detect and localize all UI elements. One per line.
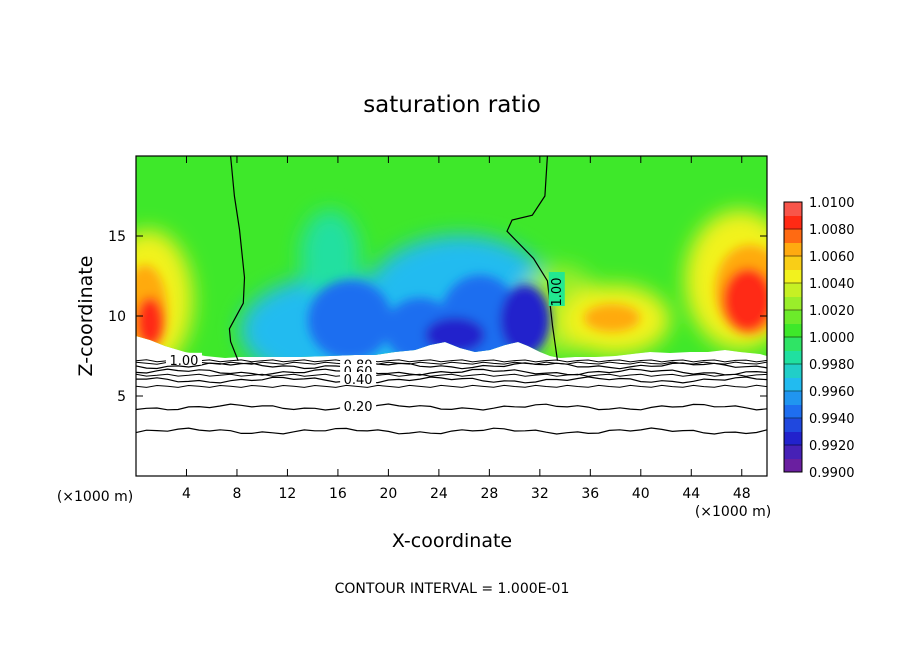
- left-red-core: [136, 297, 164, 347]
- x-tick-label: 32: [531, 486, 549, 502]
- contour-label: 1.00: [169, 354, 198, 369]
- contour-lines: 1.001.000.800.600.400.20: [135, 155, 768, 435]
- saturation-field: [136, 156, 767, 358]
- colorbar-label: 1.0000: [809, 331, 855, 346]
- x-axis-label: X-coordinate: [392, 530, 512, 552]
- colorbar-swatch: [784, 215, 802, 230]
- x-unit-right: (×1000 m): [695, 504, 771, 520]
- colorbar-swatch: [784, 202, 802, 216]
- colorbar-swatch: [784, 229, 802, 243]
- colorbar-swatch: [784, 404, 802, 419]
- x-tick-label: 40: [632, 486, 650, 502]
- x-tick-label: 4: [182, 486, 191, 502]
- colorbar-swatch: [784, 458, 802, 473]
- chart-title: saturation ratio: [363, 92, 541, 118]
- colorbar-swatch: [784, 323, 802, 338]
- cyan-plume: [300, 210, 360, 300]
- x-tick-label: 28: [480, 486, 498, 502]
- colorbar-swatch: [784, 418, 802, 432]
- x-tick-label: 48: [733, 486, 751, 502]
- contour-label: 0.20: [344, 400, 373, 415]
- contour-label-bg: [340, 399, 377, 412]
- x-tick-label: 44: [682, 486, 700, 502]
- colorbar-label: 1.0100: [809, 196, 855, 211]
- colorbar-label: 0.9900: [809, 466, 855, 481]
- colorbar-swatch: [784, 296, 802, 311]
- colorbar-swatch: [784, 377, 802, 392]
- colorbar-swatch: [784, 431, 802, 446]
- colorbar-swatch: [784, 350, 802, 365]
- contour-line: [135, 403, 768, 411]
- colorbar-label: 1.0080: [809, 223, 855, 238]
- colorbar-swatch: [784, 337, 802, 351]
- dark-blue-right: [500, 285, 550, 355]
- y-axis-label: Z-coordinate: [75, 256, 97, 377]
- y-tick-label: 15: [108, 229, 126, 245]
- contour-line: [135, 359, 768, 363]
- contour-line: [135, 427, 768, 435]
- colorbar-label: 0.9920: [809, 439, 855, 454]
- x-tick-label: 36: [581, 486, 599, 502]
- x-tick-label: 8: [232, 486, 241, 502]
- contour-line: [135, 384, 768, 388]
- colorbar-swatch: [784, 310, 802, 324]
- colorbar-swatch: [784, 364, 802, 378]
- colorbar-label: 1.0040: [809, 277, 855, 292]
- x-unit-left: (×1000 m): [57, 489, 133, 505]
- colorbar-swatch: [784, 256, 802, 270]
- y-tick-label: 10: [108, 309, 126, 325]
- contour-line: [135, 368, 768, 376]
- contour-label: 1.00: [550, 278, 565, 307]
- x-tick-label: 16: [329, 486, 347, 502]
- colorbar-swatch: [784, 445, 802, 459]
- colorbar-label: 0.9960: [809, 385, 855, 400]
- colorbar-label: 1.0060: [809, 250, 855, 265]
- colorbar-swatch: [784, 283, 802, 297]
- contour-line: [506, 155, 559, 361]
- contour-interval-note: CONTOUR INTERVAL = 1.000E-01: [335, 581, 570, 597]
- blue-plume-a: [308, 280, 392, 358]
- right-center-orange: [584, 304, 640, 332]
- colorbar-swatch: [784, 391, 802, 405]
- colorbar-swatch: [784, 269, 802, 284]
- colorbar-label: 0.9980: [809, 358, 855, 373]
- colorbar-label: 0.9940: [809, 412, 855, 427]
- colorbar: 0.9900 0.9920 0.9940 0.9960 0.9980 1.0000 1.00…: [783, 196, 855, 481]
- contour-label: 0.40: [344, 373, 373, 388]
- contour-line: [135, 361, 768, 365]
- contour-label-bg: [165, 352, 202, 365]
- y-tick-label: 5: [117, 389, 126, 405]
- contour-line: [228, 155, 246, 362]
- x-tick-label: 12: [279, 486, 297, 502]
- colorbar-label: 1.0020: [809, 304, 855, 319]
- contour-line: [136, 376, 768, 384]
- colorbar-swatch: [784, 242, 802, 257]
- contour-line: [135, 373, 768, 377]
- contour-label-bg: [548, 272, 565, 306]
- x-tick-label: 24: [430, 486, 448, 502]
- contour-line: [135, 362, 768, 370]
- x-tick-label: 20: [379, 486, 397, 502]
- right-red-core: [723, 268, 767, 332]
- dark-blue-center: [425, 317, 485, 353]
- contour-label-bg: [340, 372, 377, 384]
